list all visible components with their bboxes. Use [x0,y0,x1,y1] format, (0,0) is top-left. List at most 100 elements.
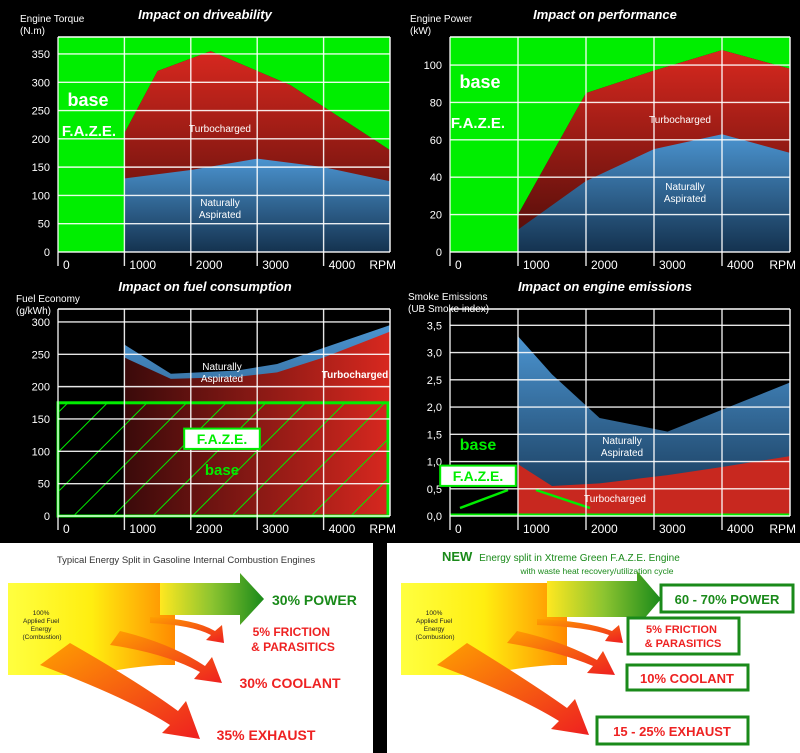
y-tick-label: 350 [32,49,50,61]
chart-title: Impact on fuel consumption [118,279,291,294]
power-arrow [160,573,264,625]
faze-label-box [183,427,261,450]
base-label: base [67,90,108,110]
x-tick-label: 2000 [196,522,223,536]
faze-label: F.A.Z.E. [197,431,248,447]
base-label: base [459,72,500,92]
y-axis-label: (UB Smoke index) [408,304,489,315]
series-label-na: Aspirated [664,194,706,205]
x-tick-label: 1000 [523,522,550,536]
x-tick-label: 4000 [329,522,356,536]
faze-label: F.A.Z.E. [62,123,116,140]
chart-title: Impact on engine emissions [518,279,692,294]
y-tick-label: 2,0 [427,402,442,414]
coolant-label: 10% COOLANT [640,671,734,686]
y-axis-label: Engine Torque [20,14,85,25]
power-chart: 0 20 40 60 80 100 0 1000 2000 3000 4000 RPM Impact o… [400,0,800,272]
typical-title: Typical Energy Split in Gasoline Interna… [57,555,315,566]
friction-label: 5% FRICTION & PARASITICS [251,625,335,654]
x-tick-label: 4000 [727,522,754,536]
series-label-na: Aspirated [601,448,643,459]
x-tick-label: 2000 [591,258,618,272]
series-label-turbo: Turbocharged [189,124,251,135]
chart-title: Impact on performance [533,7,677,22]
faze-energy-split: NEW Energy split in Xtreme Green F.A.Z.E… [387,543,800,753]
power-label-box [659,583,795,614]
faze-label-box [439,464,517,487]
series-label-na: Naturally [602,436,641,447]
y-tick-label: 50 [38,479,50,491]
faze-hatched-zone [56,401,390,518]
y-tick-label: 60 [430,135,442,147]
exhaust-label: 35% EXHAUST [217,727,316,743]
faze-area [450,37,790,252]
source-label: 100% Applied Fuel Energy (Combustion) [415,610,454,641]
y-tick-label: 20 [430,210,442,222]
x-tick-label: 0 [455,258,462,272]
faze-subtitle: with waste heat recovery/utilization cyc… [519,566,673,576]
series-label-na: Naturally [200,198,239,209]
y-tick-label: 1,5 [427,429,442,441]
y-tick-label: 0 [44,511,50,523]
x-axis-label: RPM [369,522,396,536]
power-arrow [547,571,661,627]
series-label-turbo: Turbocharged [649,115,711,126]
power-label: 30% POWER [272,592,357,608]
y-tick-label: 3,5 [427,320,442,332]
x-tick-label: 3000 [659,522,686,536]
exhaust-arrow [40,643,200,739]
x-tick-label: 3000 [262,258,289,272]
x-tick-label: 3000 [262,522,289,536]
friction-label-box [626,616,741,656]
x-tick-label: 0 [455,522,462,536]
typical-energy-svg: Typical Energy Split in Gasoline Interna… [8,555,357,743]
faze-energy-svg: NEW Energy split in Xtreme Green F.A.Z.E… [401,549,795,746]
torque-chart-svg: 0 50 100 150 200 250 300 350 0 1000 2000 3000 4000 RP… [20,7,396,272]
x-tick-label: 0 [63,258,70,272]
x-tick-label: 1000 [129,522,156,536]
y-tick-label: 200 [32,134,50,146]
y-tick-label: 250 [32,106,50,118]
panel-divider [373,543,387,753]
y-tick-label: 200 [32,382,50,394]
faze-area [58,37,390,252]
friction-arrow [537,619,623,643]
x-axis-label: RPM [369,258,396,272]
x-axis-label: RPM [769,258,796,272]
fuel-energy-source [401,583,567,675]
faze-arrow-left [459,488,509,510]
coolant-label-box [625,663,750,692]
y-tick-label: 300 [32,77,50,89]
y-axis-label: (N.m) [20,26,45,37]
x-tick-label: 1000 [129,258,156,272]
y-tick-label: 3,0 [427,348,442,360]
x-tick-label: 1000 [523,258,550,272]
emissions-chart-svg: 0,0 0,5 1,0 1,5 2,0 2,5 3,0 3,5 0 1000 2000 3000 400… [408,279,796,536]
x-tick-label: 2000 [196,258,223,272]
y-axis-label: Smoke Emissions [408,292,487,303]
y-tick-label: 1,0 [427,457,442,469]
coolant-label: 30% COOLANT [239,675,341,691]
y-tick-label: 40 [430,172,442,184]
faze-arrow-right [535,488,591,510]
exhaust-label: 15 - 25% EXHAUST [613,724,731,739]
y-tick-label: 0,0 [427,511,442,523]
series-label-na: Naturally [202,362,241,373]
torque-chart: 0 50 100 150 200 250 300 350 0 1000 2000 3000 4000 RP… [0,0,400,272]
y-tick-label: 100 [32,446,50,458]
y-tick-label: 0 [436,247,442,259]
x-tick-label: 4000 [329,258,356,272]
emissions-chart: 0,0 0,5 1,0 1,5 2,0 2,5 3,0 3,5 0 1000 2000 3000 400… [400,272,800,543]
x-tick-label: 2000 [591,522,618,536]
y-axis-label: (g/kWh) [16,306,51,317]
fuel-chart: 0 50 100 150 200 250 300 0 1000 2000 3000 4000 RPM Im… [0,272,400,543]
y-tick-label: 0 [44,247,50,259]
base-label: base [460,437,497,454]
y-tick-label: 0,5 [427,484,442,496]
y-tick-label: 2,5 [427,375,442,387]
faze-label: F.A.Z.E. [451,115,505,132]
y-tick-label: 250 [32,349,50,361]
x-tick-label: 0 [63,522,70,536]
series-label-turbo: Turbocharged [584,494,646,505]
